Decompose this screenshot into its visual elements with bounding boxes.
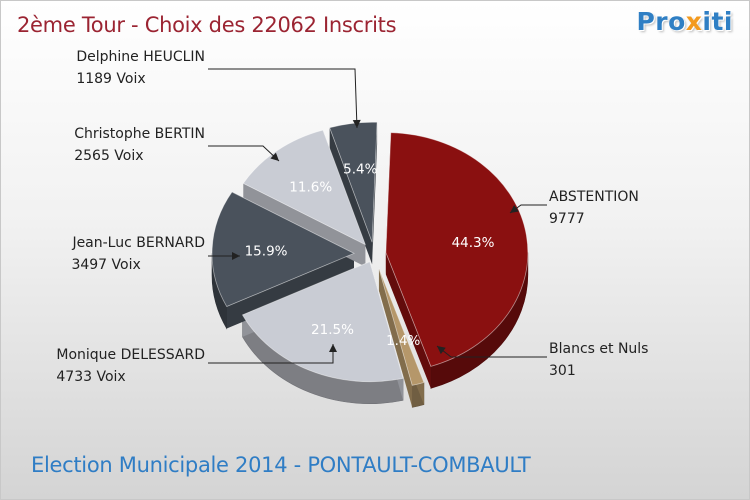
slice-value-label: 4733 Voix bbox=[56, 369, 125, 385]
slice-value-label: 301 bbox=[549, 363, 576, 379]
slice-value-label: 9777 bbox=[549, 211, 585, 227]
chart-title: 2ème Tour - Choix des 22062 Inscrits bbox=[17, 13, 397, 37]
leader-arrow bbox=[329, 344, 337, 352]
slice-name-label: Christophe BERTIN bbox=[74, 126, 205, 142]
slice-percent-label: 5.4% bbox=[343, 161, 377, 177]
pie-slice-wall bbox=[385, 252, 431, 389]
slice-percent-label: 21.5% bbox=[311, 322, 354, 338]
slice-percent-label: 15.9% bbox=[245, 243, 288, 259]
logo-text-part1: Pro bbox=[636, 7, 686, 36]
pie-slice[interactable] bbox=[378, 268, 425, 386]
slice-name-label: Blancs et Nuls bbox=[549, 341, 648, 357]
leader-arrow bbox=[510, 205, 519, 213]
proxiti-logo[interactable]: Proxiti bbox=[636, 7, 733, 36]
leader-arrow bbox=[352, 119, 361, 128]
leader-arrow bbox=[437, 346, 446, 355]
slice-percent-label: 1.4% bbox=[386, 333, 420, 349]
slice-value-label: 2565 Voix bbox=[74, 148, 143, 164]
logo-text-part2: x bbox=[685, 7, 703, 36]
leader-arrow bbox=[270, 152, 279, 161]
slice-value-label: 1189 Voix bbox=[76, 71, 145, 87]
slice-percent-label: 11.6% bbox=[289, 179, 332, 195]
pie-slice-wall bbox=[329, 127, 373, 265]
leader-arrow bbox=[232, 252, 240, 260]
pie-slice[interactable] bbox=[241, 261, 404, 383]
pie-slice[interactable] bbox=[329, 121, 378, 243]
slice-name-label: ABSTENTION bbox=[549, 189, 639, 205]
logo-text-part3: iti bbox=[702, 7, 733, 36]
pie-slice[interactable] bbox=[211, 191, 355, 308]
slice-name-label: Delphine HEUCLIN bbox=[76, 49, 205, 65]
slice-name-label: Jean-Luc BERNARD bbox=[71, 235, 205, 251]
leader-line bbox=[208, 68, 358, 129]
footer-caption: Election Municipale 2014 - PONTAULT-COMB… bbox=[31, 453, 531, 477]
slice-name-label: Monique DELESSARD bbox=[56, 347, 205, 363]
slice-percent-label: 44.3% bbox=[452, 235, 495, 251]
pie-slice-wall bbox=[378, 268, 413, 408]
pie-labels: 44.3% ABSTENTION 9777 1.4% Blancs et Nuls 301… bbox=[56, 49, 648, 385]
pie-slice[interactable] bbox=[385, 132, 529, 367]
slice-value-label: 3497 Voix bbox=[71, 257, 140, 273]
